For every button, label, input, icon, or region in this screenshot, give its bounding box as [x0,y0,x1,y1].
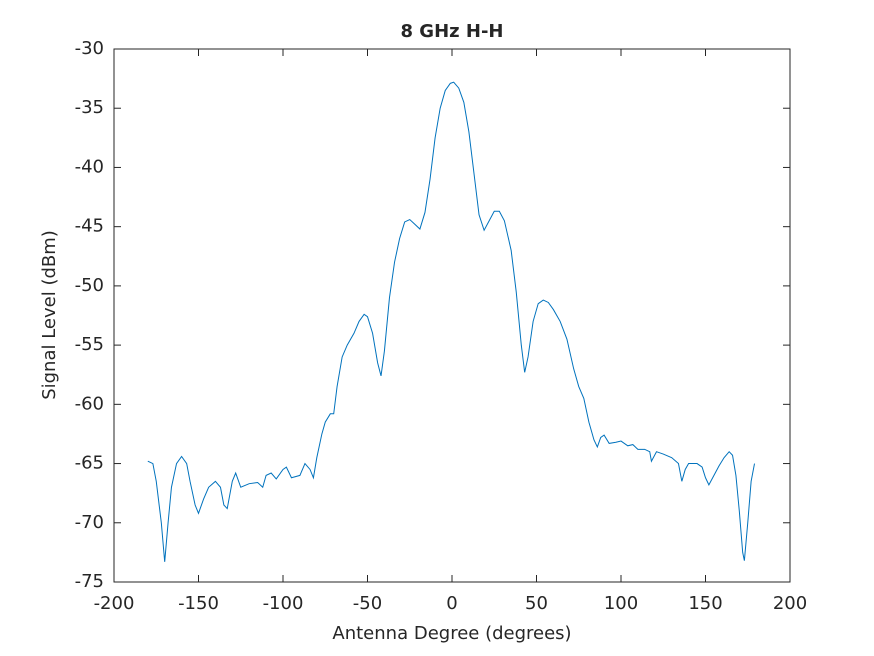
x-tick-label: -100 [263,593,304,614]
y-tick-label: -75 [75,571,104,592]
y-axis-label: Signal Level (dBm) [39,230,60,400]
data-line [147,81,756,562]
axes-box [113,48,791,583]
y-tick-label: -50 [75,275,104,296]
x-tick-label: -50 [353,593,382,614]
x-tick-label: -150 [178,593,219,614]
y-tick-label: -60 [75,393,104,414]
y-tick-label: -40 [75,156,104,177]
chart-title: 8 GHz H-H [401,21,504,42]
x-tick-label: -200 [94,593,135,614]
y-tick-label: -45 [75,216,104,237]
x-tick-label: 100 [604,593,638,614]
x-tick-label: 150 [688,593,722,614]
y-tick-label: -35 [75,97,104,118]
x-axis-label: Antenna Degree (degrees) [332,623,571,644]
y-tick-label: -65 [75,453,104,474]
y-tick-label: -55 [75,334,104,355]
y-tick-label: -70 [75,512,104,533]
x-tick-label: 200 [773,593,807,614]
y-tick-label: -30 [75,38,104,59]
x-tick-label: 50 [525,593,548,614]
x-tick-label: 0 [446,593,457,614]
